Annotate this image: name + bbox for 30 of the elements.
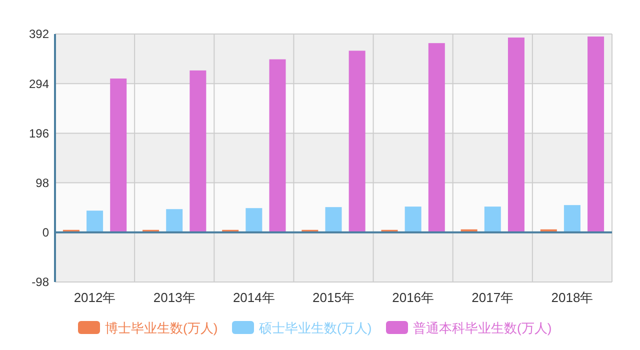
y-tick-label: 196 [28,126,50,140]
bar [166,209,183,232]
y-tick-label: 294 [28,76,50,91]
legend-label: 普通本科毕业生数(万人) [413,320,552,336]
y-tick-label: 392 [28,27,50,42]
bar [86,210,104,232]
y-tick-label: -98 [32,275,50,290]
x-tick-label: 2014年 [232,290,275,305]
bar [325,207,342,232]
bar [269,59,286,232]
legend-label: 硕士毕业生数(万人) [258,320,372,336]
y-tick-label: 0 [42,226,50,240]
bar [564,205,580,232]
bar [588,36,604,232]
y-tick-label: 98 [36,176,50,190]
x-tick-label: 2012年 [74,290,116,305]
x-tick-label: 2017年 [472,290,514,305]
x-tick-label: 2015年 [312,290,354,305]
bar [508,38,524,232]
bar [110,78,127,232]
x-tick-label: 2018年 [551,290,594,305]
bar [484,206,501,232]
bar [246,208,262,232]
x-tick-label: 2013年 [153,290,196,305]
bar [348,50,366,232]
bar [404,206,422,232]
x-tick-label: 2016年 [392,290,434,305]
bar [190,70,206,232]
legend-label: 博士毕业生数(万人) [105,320,218,336]
bar [428,43,445,232]
